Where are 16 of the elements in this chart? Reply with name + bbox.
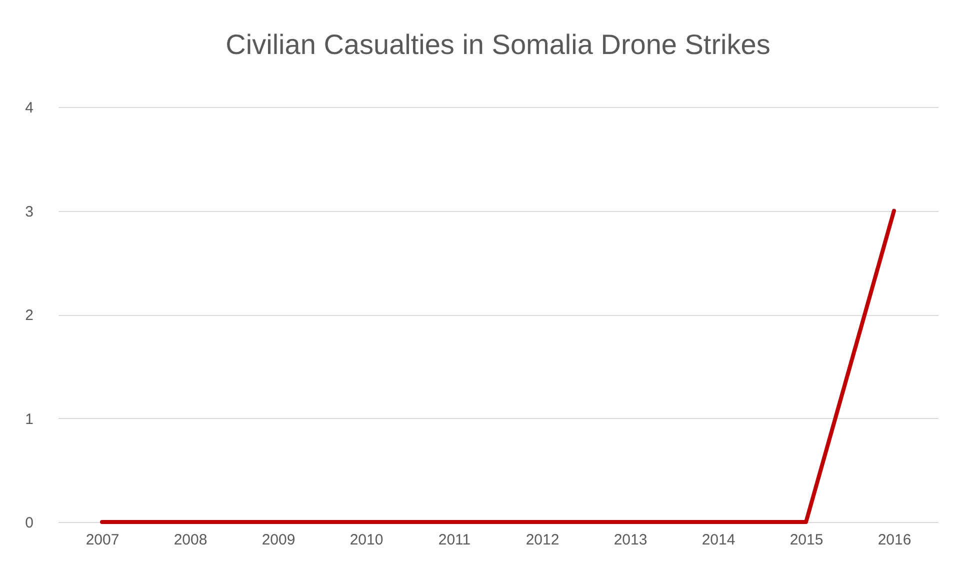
x-tick-label: 2009 — [262, 532, 296, 548]
x-tick-label: 2012 — [526, 532, 560, 548]
x-tick-label: 2016 — [878, 532, 912, 548]
y-tick-label: 2 — [25, 307, 34, 324]
x-tick-label: 2008 — [174, 532, 208, 548]
y-tick-label: 0 — [25, 514, 34, 532]
chart-title: Civilian Casualties in Somalia Drone Strikes — [226, 29, 770, 60]
y-tick-label: 1 — [25, 410, 34, 428]
x-tick-label: 2014 — [702, 532, 736, 548]
x-tick-label: 2007 — [86, 532, 120, 548]
x-tick-label: 2013 — [614, 532, 648, 548]
x-tick-label: 2010 — [350, 532, 384, 548]
x-tick-label: 2011 — [438, 532, 471, 548]
y-tick-label: 4 — [25, 100, 34, 116]
x-tick-label: 2015 — [790, 532, 824, 548]
y-tick-label: 3 — [25, 203, 34, 220]
